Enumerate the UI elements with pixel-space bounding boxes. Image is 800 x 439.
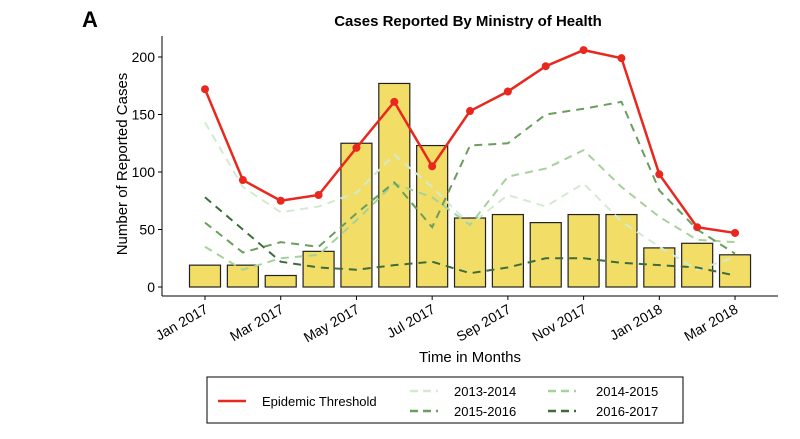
series-point-epidemic-threshold [390,97,399,106]
series-point-epidemic-threshold [466,107,475,116]
series-point-epidemic-threshold [314,191,323,199]
series-line-2014-2015 [204,148,736,271]
panel-label: A [82,7,98,32]
bar-jan-2018 [643,247,676,288]
series-point-epidemic-threshold [731,228,740,237]
series-point-epidemic-threshold [655,170,664,179]
series-point-epidemic-threshold [541,62,550,71]
bar-may-2017 [340,142,373,288]
bar-mar-2017 [264,274,297,288]
bar-aug-2017 [453,217,487,288]
x-tick-label: Jan 2018 [607,301,665,344]
legend-label: 2014-2015 [596,384,658,399]
legend-label: 2013-2014 [454,384,516,399]
series-line-2015-2016 [204,100,736,255]
series-point-epidemic-threshold [579,46,588,55]
series-point-epidemic-threshold [352,143,361,152]
legend-label: Epidemic Threshold [262,394,377,409]
y-tick-label: 150 [132,107,156,123]
bar-apr-2017 [302,250,335,288]
series-point-epidemic-threshold [617,54,626,63]
y-tick-label: 100 [132,164,156,180]
y-tick-label: 200 [132,49,156,65]
bar-oct-2017 [529,222,562,288]
bar-mar-2018 [718,254,752,288]
series-line-epidemic-threshold [203,48,736,235]
chart-title: Cases Reported By Ministry of Health [334,13,602,30]
y-axis-label: Number of Reported Cases [114,73,131,256]
legend: Epidemic Threshold 2013-2014 2015-2016 2014… [206,376,684,424]
bar-feb-2017 [226,264,259,288]
x-tick-label: May 2017 [301,301,362,346]
bar-nov-2017 [567,213,600,288]
x-tick-label: Jul 2017 [384,301,438,341]
x-tick-label: Mar 2018 [681,301,740,345]
y-tick-label: 50 [139,222,155,238]
series-point-epidemic-threshold [503,87,512,96]
legend-label: 2015-2016 [454,404,516,419]
series-point-epidemic-threshold [201,85,209,94]
bar-sep-2017 [491,213,524,288]
y-tick-label: 0 [147,279,155,295]
series-point-epidemic-threshold [276,196,285,205]
x-tick-label: Sep 2017 [453,301,513,345]
series-point-epidemic-threshold [693,223,702,232]
series-point-epidemic-threshold [428,162,437,171]
series-line-2016-2017 [204,196,736,277]
x-tick-label: Mar 2017 [227,301,286,345]
series-point-epidemic-threshold [238,176,247,185]
x-axis-label: Time in Months [419,349,521,366]
bar-dec-2017 [605,213,638,288]
x-tick-label: Jan 2017 [153,301,211,344]
bar-jan-2017 [188,264,222,288]
bar-feb-2018 [681,242,714,288]
x-tick-label: Nov 2017 [529,301,589,345]
legend-label: 2016-2017 [596,404,658,419]
